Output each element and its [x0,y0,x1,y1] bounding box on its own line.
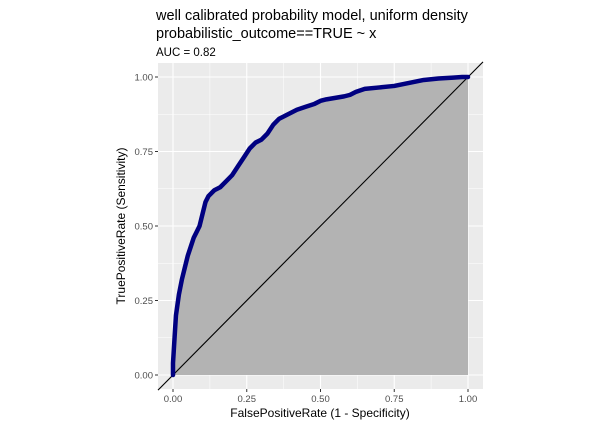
x-tick-label: 0.00 [164,394,183,405]
x-axis-title: FalsePositiveRate (1 - Specificity) [230,406,409,420]
y-axis: 0.00 0.25 0.50 0.75 1.00 [135,73,158,382]
roc-curve [170,74,471,378]
y-tick-label: 0.00 [135,371,154,382]
y-tick-label: 0.75 [135,147,154,158]
y-axis-title: TruePositiveRate (Sensitivity) [114,148,128,305]
x-axis: 0.00 0.25 0.50 0.75 1.00 [164,389,478,405]
x-tick-label: 1.00 [459,394,478,405]
y-tick-label: 0.50 [135,222,154,233]
diagonal-reference-line [157,61,484,391]
x-tick-label: 0.75 [385,394,404,405]
x-tick-label: 0.25 [238,394,257,405]
chart-title-line2: probabilistic_outcome==TRUE ~ x [156,26,377,42]
x-tick-label: 0.50 [311,394,330,405]
y-tick-label: 1.00 [135,73,154,84]
y-tick-label: 0.25 [135,296,154,307]
chart-subtitle: AUC = 0.82 [156,47,216,59]
chart-title: well calibrated probability model, unifo… [155,8,469,24]
